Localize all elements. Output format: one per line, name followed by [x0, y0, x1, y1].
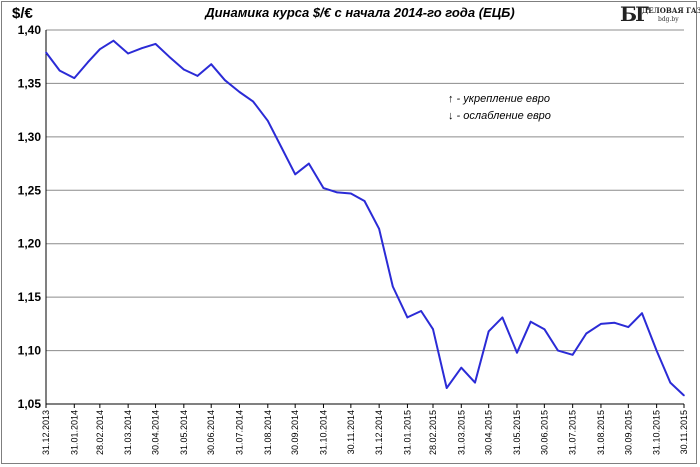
- data-point: [266, 120, 269, 122]
- data-point: [183, 68, 185, 71]
- x-tick-label: 31.03.2014: [123, 410, 133, 455]
- x-tick-label: 28.02.2015: [428, 410, 438, 455]
- y-tick-label: 1,40: [18, 23, 42, 37]
- data-point: [87, 61, 89, 63]
- x-tick-label: 28.02.2014: [95, 410, 105, 455]
- data-point: [350, 192, 352, 195]
- data-point: [196, 75, 199, 77]
- data-point: [73, 77, 76, 79]
- x-tick-label: 30.04.2015: [484, 410, 494, 455]
- x-tick-label: 31.12.2013: [41, 410, 51, 455]
- data-point: [585, 332, 588, 335]
- data-point: [168, 55, 171, 58]
- data-point: [683, 394, 685, 397]
- x-tick-label: 30.09.2015: [623, 410, 633, 455]
- x-tick-label: 30.06.2015: [539, 410, 549, 455]
- y-tick-label: 1,10: [18, 344, 42, 358]
- data-point: [600, 323, 602, 325]
- data-point: [655, 349, 658, 352]
- series-line: [45, 39, 685, 397]
- data-point: [141, 47, 143, 49]
- data-point: [238, 91, 241, 93]
- legend-note: ↓ - ослабление евро: [448, 110, 551, 122]
- y-tick-label: 1,30: [18, 130, 42, 144]
- y-axis-unit: $/€: [12, 5, 33, 22]
- chart-title: Динамика курса $/€ с начала 2014-го года…: [205, 5, 515, 20]
- x-tick-label: 31.05.2014: [179, 410, 189, 455]
- data-point: [669, 381, 672, 384]
- data-point: [363, 200, 366, 202]
- data-point: [543, 328, 546, 331]
- x-tick-label: 31.03.2015: [456, 410, 466, 455]
- logo-site: bdg.by: [658, 16, 679, 23]
- data-point: [154, 43, 157, 45]
- x-tick-label: 31.05.2015: [512, 410, 522, 455]
- data-point: [252, 100, 254, 103]
- data-point: [112, 39, 115, 42]
- data-point: [445, 387, 448, 389]
- data-point: [322, 187, 325, 189]
- y-tick-label: 1,15: [18, 290, 42, 304]
- logo-mark: БГ: [620, 2, 649, 26]
- x-tick-label: 30.04.2014: [151, 410, 161, 455]
- data-point: [406, 316, 409, 319]
- data-point: [392, 285, 394, 288]
- data-point: [308, 162, 310, 165]
- data-point: [516, 351, 518, 354]
- data-point: [99, 48, 101, 51]
- x-tick-label: 30.09.2014: [290, 410, 300, 455]
- x-tick-label: 31.01.2014: [69, 410, 79, 455]
- x-tick-label: 31.07.2014: [234, 410, 244, 455]
- y-tick-label: 1,25: [18, 183, 42, 197]
- data-point: [378, 227, 380, 230]
- data-point: [460, 366, 463, 369]
- data-point: [224, 79, 226, 82]
- x-tick-label: 30.06.2014: [206, 410, 216, 455]
- x-tick-label: 31.10.2015: [652, 410, 662, 455]
- data-point: [557, 349, 559, 352]
- data-point: [210, 63, 213, 65]
- data-point: [58, 69, 61, 72]
- data-point: [45, 51, 47, 54]
- data-point: [613, 321, 616, 324]
- data-point: [127, 52, 129, 55]
- data-point: [474, 381, 476, 384]
- data-point: [336, 191, 338, 194]
- data-point: [627, 326, 630, 328]
- x-tick-label: 31.07.2015: [568, 410, 578, 455]
- x-tick-label: 31.08.2015: [596, 410, 606, 455]
- x-tick-label: 30.11.2014: [346, 410, 356, 454]
- data-point: [420, 310, 422, 312]
- data-point: [294, 173, 296, 176]
- y-tick-label: 1,35: [18, 76, 42, 90]
- data-point: [571, 354, 574, 356]
- y-tick-label: 1,05: [18, 397, 42, 411]
- publisher-logo: БГ ДЕЛОВАЯ ГАЗЕТА bdg.by: [620, 2, 700, 30]
- x-tick-label: 31.01.2015: [402, 410, 412, 455]
- x-tick-label: 31.08.2014: [263, 410, 273, 455]
- data-point: [432, 328, 434, 331]
- y-tick-label: 1,20: [18, 237, 42, 251]
- logo-name: ДЕЛОВАЯ ГАЗЕТА: [642, 6, 700, 15]
- x-tick-label: 31.10.2014: [318, 410, 328, 455]
- data-point: [529, 320, 532, 323]
- data-point: [641, 312, 643, 314]
- data-point: [501, 316, 504, 319]
- x-tick-label: 30.11.2015: [679, 410, 689, 454]
- data-point: [280, 146, 283, 149]
- x-tick-label: 31.12.2014: [374, 410, 384, 455]
- data-point: [487, 330, 490, 333]
- legend-note: ↑ - укрепление евро: [448, 93, 550, 105]
